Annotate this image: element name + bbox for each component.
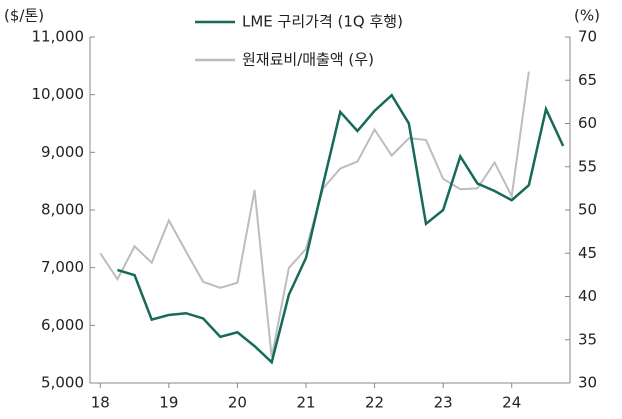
x-tick-label: 21 (296, 394, 315, 412)
y2-tick-label: 65 (578, 71, 597, 89)
x-tick-label: 20 (228, 394, 247, 412)
y-tick-label: 9,000 (41, 143, 84, 161)
y-tick-label: 10,000 (32, 85, 85, 103)
legend-label: 원재료비/매출액 (우) (242, 51, 374, 69)
x-tick-label: 18 (91, 394, 110, 412)
y2-tick-label: 50 (578, 201, 597, 219)
x-tick-label: 24 (502, 394, 521, 412)
y2-tick-label: 30 (578, 374, 597, 392)
y2-tick-label: 60 (578, 114, 597, 132)
legend-label: LME 구리가격 (1Q 후행) (242, 13, 403, 31)
y2-tick-label: 45 (578, 244, 597, 262)
y2-unit: (%) (574, 7, 600, 25)
y2-tick-label: 40 (578, 287, 597, 305)
y-tick-label: 6,000 (41, 316, 84, 334)
y2-tick-label: 70 (578, 28, 597, 46)
x-tick-label: 23 (434, 394, 453, 412)
y-tick-label: 11,000 (32, 28, 85, 46)
series-line (99, 71, 530, 358)
series-line (117, 93, 565, 365)
y2-tick-label: 55 (578, 157, 597, 175)
x-tick-label: 19 (159, 394, 178, 412)
x-tick-label: 22 (365, 394, 384, 412)
y-unit: ($/톤) (4, 7, 44, 25)
y-tick-label: 5,000 (41, 374, 84, 392)
y2-tick-label: 35 (578, 330, 597, 348)
y-tick-label: 8,000 (41, 201, 84, 219)
y-tick-label: 7,000 (41, 258, 84, 276)
